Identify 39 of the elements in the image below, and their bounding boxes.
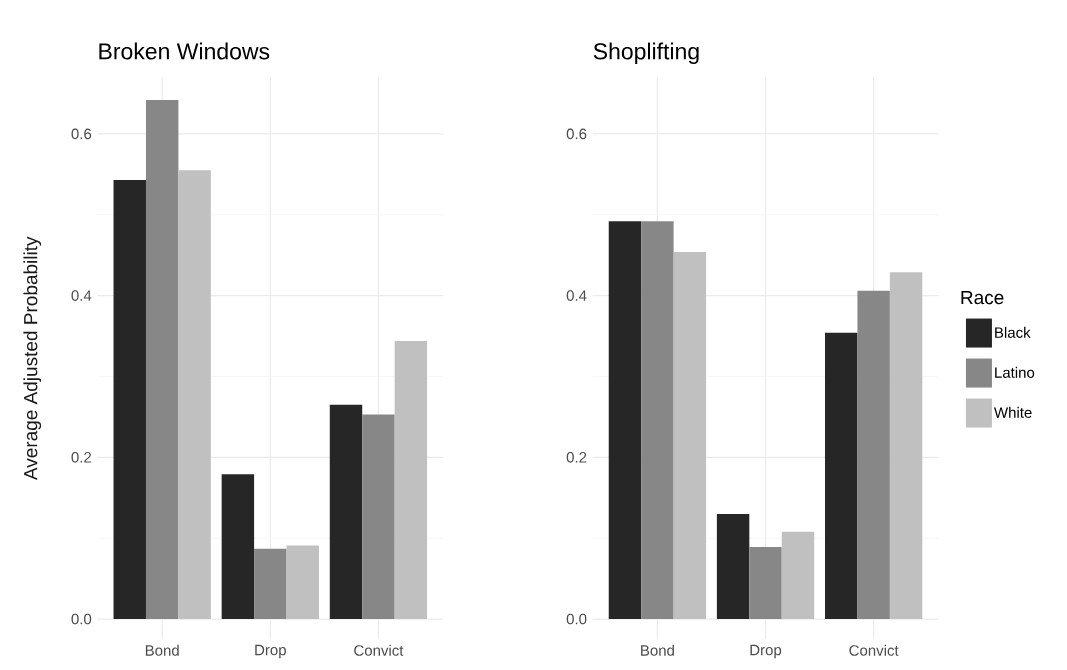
bar (641, 221, 674, 620)
legend-label: Latino (995, 366, 1035, 378)
bar (254, 548, 287, 620)
y-tick-label: 0.6 (71, 128, 92, 140)
y-tick-label: 0.6 (566, 128, 587, 140)
chart-title: Shoplifting (593, 42, 699, 65)
x-tick-label: Bond (145, 644, 179, 656)
bar (749, 547, 782, 620)
y-tick-label: 0.4 (71, 290, 92, 301)
bar (329, 404, 363, 620)
legend-title: Race (961, 290, 1004, 305)
bar (824, 332, 858, 620)
bar (889, 272, 923, 620)
x-tick-label: Bond (641, 644, 674, 656)
x-tick-label: Convict (849, 644, 899, 656)
legend-label: White (994, 406, 1032, 418)
bar (286, 545, 319, 620)
x-tick-label: Drop (255, 644, 286, 659)
y-tick-label: 0.2 (566, 452, 587, 463)
bar (362, 414, 395, 620)
y-tick-label: 0.0 (566, 613, 587, 625)
bar (394, 340, 428, 620)
bar (716, 513, 750, 620)
y-tick-label: 0.0 (71, 613, 92, 625)
bar (178, 170, 211, 620)
x-tick-label: Drop (750, 644, 782, 659)
bar (113, 179, 146, 620)
chart-title: Broken Windows (99, 42, 270, 60)
bar (221, 474, 255, 620)
bar (857, 290, 890, 620)
bar (608, 221, 642, 620)
y-tick-label: 0.2 (71, 452, 92, 463)
bar (145, 99, 179, 620)
x-tick-label: Convict (354, 644, 404, 656)
bar (781, 531, 815, 620)
y-tick-label: 0.4 (566, 290, 587, 301)
bar (673, 251, 707, 620)
y-axis-title: Average Adjusted Probability (23, 236, 42, 481)
legend-label: Black (995, 326, 1031, 338)
